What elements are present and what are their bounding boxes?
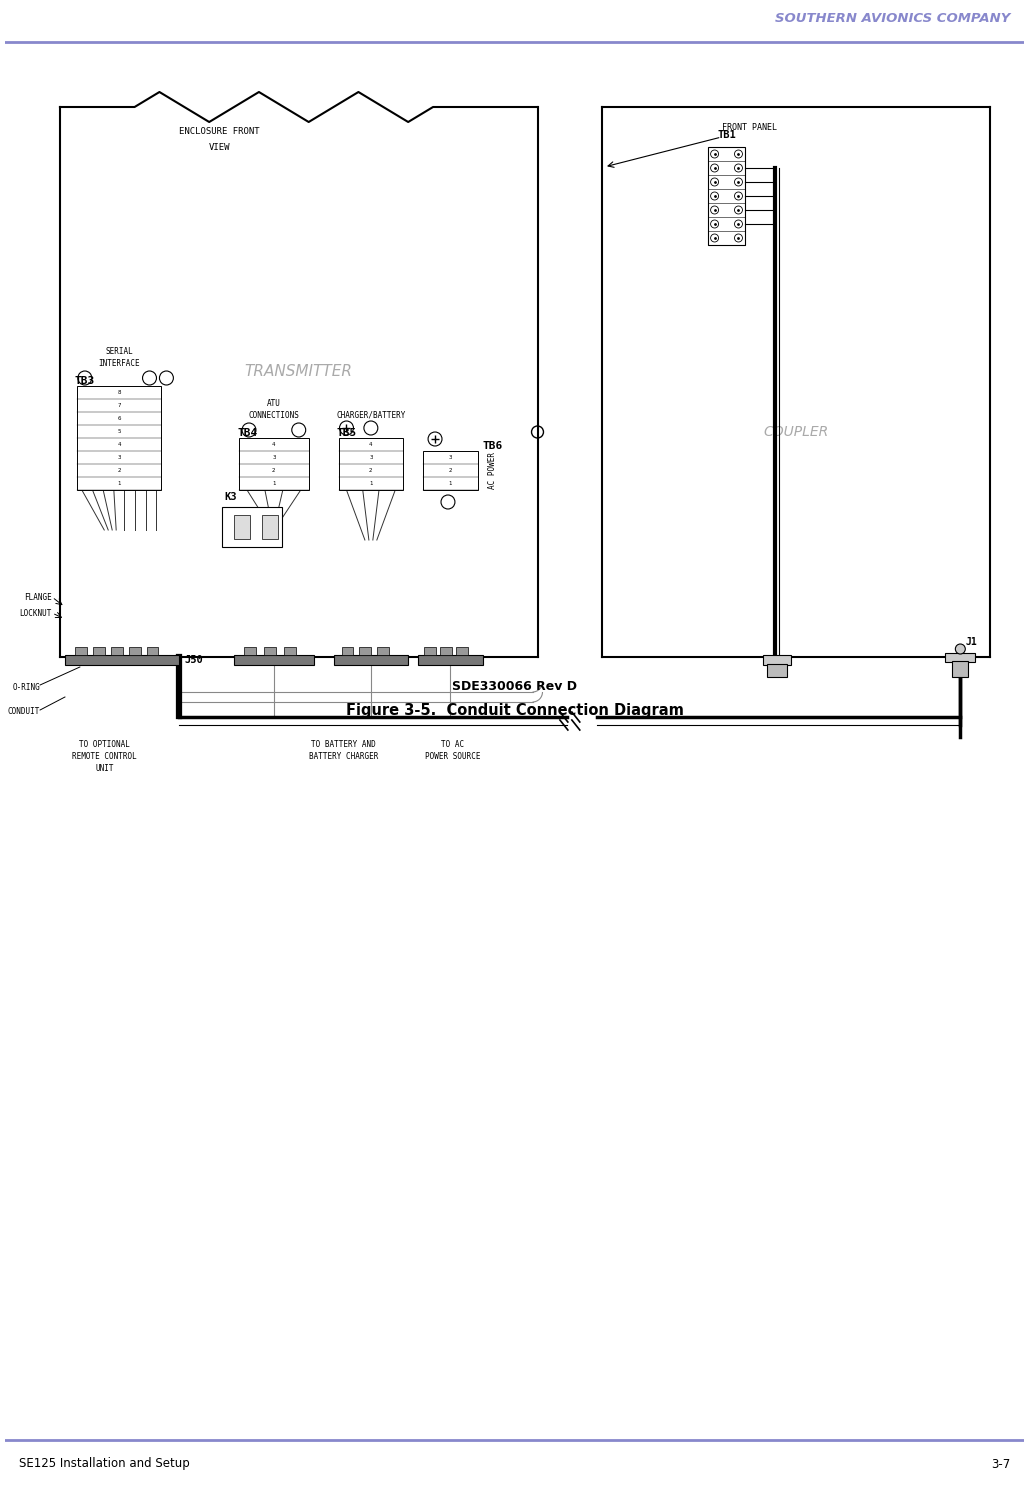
Text: 3: 3 — [118, 455, 121, 460]
Text: TB4: TB4 — [237, 428, 257, 439]
Text: SE125 Installation and Setup: SE125 Installation and Setup — [19, 1458, 189, 1471]
Text: SERIAL: SERIAL — [105, 348, 133, 357]
Text: CONNECTIONS: CONNECTIONS — [249, 410, 299, 421]
Bar — [424, 648, 436, 655]
Text: 3: 3 — [449, 455, 453, 460]
Text: 1: 1 — [449, 480, 453, 486]
Text: INTERFACE: INTERFACE — [98, 360, 140, 369]
Bar — [418, 655, 482, 665]
Bar — [339, 439, 403, 489]
Text: TO OPTIONAL: TO OPTIONAL — [79, 740, 130, 749]
Text: 7: 7 — [118, 403, 121, 407]
Text: 2: 2 — [449, 468, 453, 473]
Text: 2: 2 — [118, 468, 121, 473]
Bar — [65, 655, 179, 665]
Text: COUPLER: COUPLER — [764, 425, 828, 439]
Text: K3: K3 — [224, 492, 237, 501]
Text: TB5: TB5 — [337, 428, 356, 439]
Text: BATTERY CHARGER: BATTERY CHARGER — [309, 752, 378, 761]
Bar — [284, 648, 296, 655]
Text: TRANSMITTER: TRANSMITTER — [245, 364, 352, 379]
Bar — [129, 648, 140, 655]
Bar — [377, 648, 389, 655]
Text: POWER SOURCE: POWER SOURCE — [425, 752, 480, 761]
Text: Figure 3-5.  Conduit Connection Diagram: Figure 3-5. Conduit Connection Diagram — [346, 703, 684, 718]
Text: 3-7: 3-7 — [991, 1458, 1010, 1471]
Text: REMOTE CONTROL: REMOTE CONTROL — [73, 752, 137, 761]
Text: 5: 5 — [118, 430, 121, 434]
Text: CONDUIT: CONDUIT — [8, 707, 40, 716]
Bar — [222, 507, 282, 548]
Text: J50: J50 — [184, 655, 203, 665]
Bar — [334, 655, 409, 665]
Text: 3: 3 — [272, 455, 275, 460]
Text: CHARGER/BATTERY: CHARGER/BATTERY — [336, 410, 406, 421]
Bar — [234, 655, 313, 665]
Text: UNIT: UNIT — [95, 764, 114, 773]
Text: 6: 6 — [118, 416, 121, 421]
Text: 4: 4 — [272, 442, 275, 448]
Bar — [456, 648, 468, 655]
Text: O-RING: O-RING — [12, 682, 40, 691]
Bar — [234, 515, 250, 539]
Bar — [239, 439, 308, 489]
Bar — [262, 515, 278, 539]
Bar — [952, 661, 969, 677]
Bar — [359, 648, 372, 655]
Text: 2: 2 — [272, 468, 275, 473]
Bar — [244, 648, 256, 655]
Bar — [945, 653, 975, 662]
Text: LOCKNUT: LOCKNUT — [19, 609, 52, 618]
Text: FRONT PANEL: FRONT PANEL — [722, 122, 776, 131]
Bar — [440, 648, 452, 655]
Text: TB1: TB1 — [717, 130, 736, 140]
Text: 4: 4 — [369, 442, 373, 448]
Bar — [146, 648, 159, 655]
Text: 8: 8 — [118, 389, 121, 395]
Text: 1: 1 — [272, 480, 275, 486]
Text: 3: 3 — [369, 455, 373, 460]
Text: TB6: TB6 — [482, 442, 503, 451]
Bar — [767, 664, 787, 677]
Text: 1: 1 — [118, 480, 121, 486]
Bar — [75, 648, 87, 655]
Text: 4: 4 — [118, 442, 121, 448]
Text: SOUTHERN AVIONICS COMPANY: SOUTHERN AVIONICS COMPANY — [775, 12, 1010, 24]
Bar — [264, 648, 275, 655]
Text: ENCLOSURE FRONT: ENCLOSURE FRONT — [179, 127, 259, 136]
Text: FLANGE: FLANGE — [25, 592, 52, 601]
Text: VIEW: VIEW — [209, 143, 230, 152]
Text: TB3: TB3 — [75, 376, 95, 386]
Bar — [77, 386, 162, 489]
Text: 2: 2 — [369, 468, 373, 473]
Text: SDE330066 Rev D: SDE330066 Rev D — [453, 679, 578, 692]
Bar — [93, 648, 104, 655]
Bar — [111, 648, 123, 655]
Bar — [342, 648, 353, 655]
Text: 1: 1 — [369, 480, 373, 486]
Text: AC POWER: AC POWER — [487, 452, 497, 489]
Bar — [763, 655, 792, 665]
Circle shape — [955, 645, 966, 653]
Text: J1: J1 — [966, 637, 977, 648]
Text: ATU: ATU — [267, 398, 281, 407]
Bar — [423, 451, 478, 489]
Text: TO AC: TO AC — [441, 740, 465, 749]
Bar — [708, 148, 745, 245]
Text: TO BATTERY AND: TO BATTERY AND — [311, 740, 376, 749]
